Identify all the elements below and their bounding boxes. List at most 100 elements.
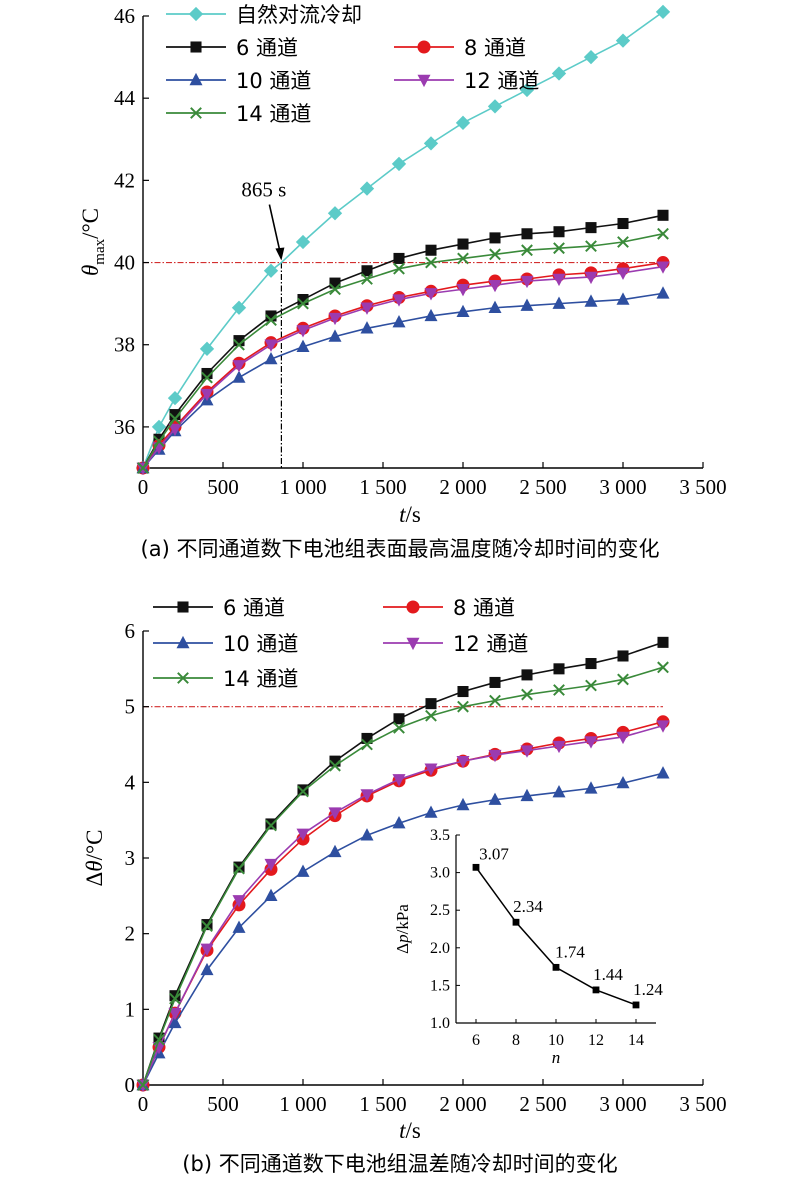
chart-b-point-ch10 <box>656 766 670 779</box>
chart-a-legend-label-ch12: 12 通道 <box>464 69 539 93</box>
chart-b-point-ch14 <box>617 673 629 686</box>
chart-b-point-ch14 <box>153 1033 165 1046</box>
chart-a-point-natural <box>551 66 567 81</box>
chart-b-point-ch10 <box>552 785 566 798</box>
chart-a-point-ch12 <box>616 267 630 280</box>
chart-b-point-ch6 <box>457 686 469 698</box>
chart-a-x-tick-label: 500 <box>207 475 239 499</box>
chart-a-point-natural <box>423 136 439 151</box>
chart-a-point-ch6 <box>617 217 629 230</box>
chart-a-point-ch12 <box>424 288 438 301</box>
chart-a-point-ch6 <box>361 265 373 277</box>
chart-a-point-ch14 <box>425 256 437 269</box>
chart-a-y-tick-label: 38 <box>114 333 135 357</box>
chart-a-point-natural <box>455 115 471 130</box>
chart-a-point-ch10 <box>232 370 246 383</box>
chart-b-inset: 6 8 10 12 14 1.0 1.5 2.0 2.5 3.0 3.5 3.07 2.34 1.74 1.… <box>393 827 663 1067</box>
chart-a-point-ch12 <box>168 423 182 437</box>
chart-b-point-ch14 <box>361 738 373 751</box>
chart-b-point-ch10 <box>392 816 406 829</box>
chart-b-x-tick-label: 2 500 <box>519 1092 566 1116</box>
inset-x-tick-label: 12 <box>588 1032 604 1049</box>
chart-a-point-natural <box>655 4 671 20</box>
chart-a-point-ch14 <box>201 371 213 384</box>
chart-a-point-natural <box>231 300 247 315</box>
chart-b-x-axis-title: t/s <box>399 1118 421 1143</box>
chart-a-point-natural <box>167 390 183 406</box>
chart-a-point-ch14 <box>585 240 597 253</box>
chart-b-point-ch6 <box>521 669 533 681</box>
chart-a-point-ch10 <box>552 296 566 309</box>
inset-y-tick-label: 3.0 <box>430 865 450 882</box>
chart-a-point-ch10 <box>264 351 278 365</box>
chart-b-x-tick-label: 3 500 <box>679 1092 726 1116</box>
chart-b-x-tick-label: 500 <box>207 1092 239 1116</box>
chart-b-point-ch12 <box>520 745 534 758</box>
chart-a-y-tick-label: 46 <box>114 4 135 28</box>
chart-b-point-ch6 <box>169 990 181 1002</box>
chart-b-point-ch12 <box>392 774 406 787</box>
chart-a-x-tick-label: 1 000 <box>279 475 326 499</box>
chart-b-point-ch12 <box>168 1007 182 1021</box>
chart-a: 0 500 1 000 1 500 2 000 2 500 3 000 3 500 36 38 40… <box>78 3 727 561</box>
chart-a-point-ch12 <box>360 302 374 315</box>
chart-a-annotation-arrowhead <box>275 247 285 261</box>
chart-a-point-ch14 <box>617 236 629 248</box>
chart-b-point-ch14 <box>169 992 181 1005</box>
chart-a-point-natural <box>519 82 535 98</box>
chart-a-point-ch12 <box>552 273 566 287</box>
chart-a-point-ch14 <box>521 244 533 257</box>
chart-a-y-tick-label: 42 <box>114 168 135 192</box>
chart-a-legend-label-ch8: 8 通道 <box>464 36 526 60</box>
chart-a-point-ch10 <box>328 329 342 342</box>
chart-a-point-ch6 <box>233 335 245 347</box>
chart-b-point-ch14 <box>521 688 533 701</box>
chart-a-legend-label-ch10: 10 通道 <box>236 69 311 93</box>
chart-a-axes <box>142 15 704 469</box>
chart-a-point-ch14 <box>137 462 149 474</box>
chart-a-point-natural <box>487 99 503 114</box>
chart-b-y-tick-label: 3 <box>125 846 136 870</box>
chart-b-x-tick-label: 2 000 <box>439 1092 486 1116</box>
chart-b-point-ch10 <box>520 788 534 802</box>
inset-y-tick-label: 1.0 <box>430 1015 450 1032</box>
inset-y-tick-label: 3.5 <box>430 827 450 844</box>
chart-b-point-ch14 <box>585 679 597 692</box>
chart-b-legend-marker-ch14 <box>177 672 189 684</box>
chart-a-x-axis-title: t/s <box>399 502 421 527</box>
chart-b-caption: (b) 不同通道数下电池组温差随冷却时间的变化 <box>182 1152 617 1176</box>
chart-a-point-ch10 <box>424 308 438 322</box>
chart-b-point-ch10 <box>360 828 374 841</box>
chart-a-point-ch6 <box>521 228 533 240</box>
chart-b-legend-marker-ch12 <box>406 637 420 651</box>
chart-b-point-ch12 <box>264 858 278 872</box>
chart-a-point-ch14 <box>153 435 165 448</box>
chart-a-point-natural <box>199 341 215 356</box>
chart-b-point-ch14 <box>201 920 213 933</box>
chart-b-point-ch14 <box>297 785 309 798</box>
chart-b-legend: 6 通道 8 通道 10 通道 12 通道 14 通道 <box>153 596 528 691</box>
chart-a-x-tick-label: 3 000 <box>599 475 646 499</box>
chart-b-y-tick-label: 6 <box>125 619 136 643</box>
chart-a-point-natural <box>583 49 599 65</box>
chart-a-point-ch12 <box>264 339 278 352</box>
chart-a-point-natural <box>263 263 279 278</box>
chart-a-caption: (a) 不同通道数下电池组表面最高温度随冷却时间的变化 <box>141 537 660 561</box>
inset-x-tick-label: 14 <box>628 1032 644 1049</box>
inset-x-tick-label: 6 <box>472 1032 480 1049</box>
chart-b-point-ch10 <box>168 1015 182 1029</box>
chart-b-point-ch12 <box>296 828 310 841</box>
chart-a-legend-label-ch6: 6 通道 <box>236 36 298 60</box>
chart-a-y-tick-label: 44 <box>114 86 136 110</box>
chart-a-point-ch10 <box>296 339 310 352</box>
inset-x-axis-title: n <box>552 1048 561 1067</box>
chart-b-x-tick-label: 1 500 <box>359 1092 406 1116</box>
chart-a-point-ch6 <box>265 310 277 322</box>
chart-a-point-ch14 <box>457 252 469 265</box>
chart-b-point-ch14 <box>489 694 501 707</box>
chart-b-point-ch6 <box>425 698 437 710</box>
chart-a-point-ch6 <box>297 294 309 306</box>
chart-a-point-ch10 <box>456 304 470 318</box>
chart-b-point-ch12 <box>656 720 670 733</box>
